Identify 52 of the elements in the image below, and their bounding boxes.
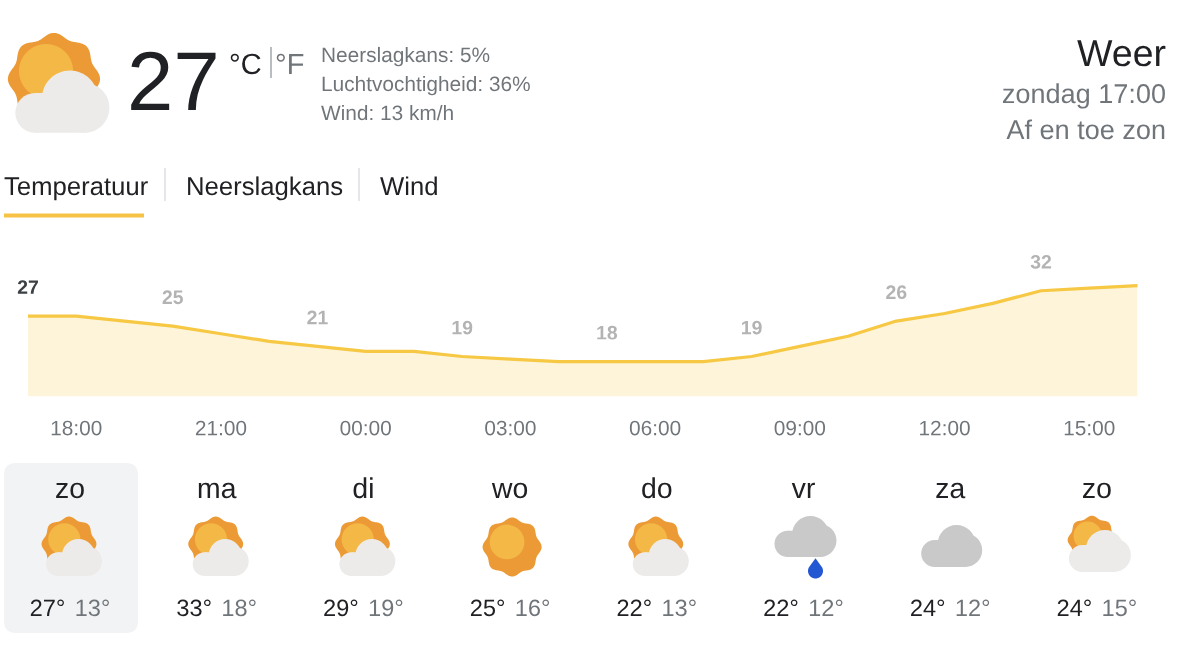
text: Neerslagkans xyxy=(188,176,343,201)
data-label: 19 xyxy=(742,320,762,335)
x-tick-label: 15:00 xyxy=(1064,420,1115,436)
data-label: 21 xyxy=(307,310,328,325)
text: °C xyxy=(230,53,261,75)
x-tick-label: 21:00 xyxy=(195,420,247,436)
data-label: 32 xyxy=(1030,254,1052,269)
data-label: 27 xyxy=(17,280,38,294)
category-label: zo xyxy=(56,482,84,499)
x-tick-label: 12:00 xyxy=(920,420,970,436)
text: 27° xyxy=(30,599,64,616)
text: 33° xyxy=(177,599,211,617)
x-tick-label: 03:00 xyxy=(485,420,536,436)
category-label: zo xyxy=(1083,482,1111,499)
text: Weer xyxy=(1077,40,1166,67)
text: 29° xyxy=(324,599,358,617)
data-label: 18 xyxy=(597,325,618,340)
text: 18° xyxy=(223,599,256,617)
x-tick-label: 00:00 xyxy=(340,420,391,436)
text: 24° xyxy=(911,599,945,616)
text: 16° xyxy=(516,599,550,617)
category-label: do xyxy=(642,477,672,499)
text: Wind: 13 km/h xyxy=(321,104,453,121)
category-label: di xyxy=(353,477,373,499)
category-label: wo xyxy=(491,482,528,499)
x-tick-label: 18:00 xyxy=(51,420,102,436)
text: 27 xyxy=(131,51,216,110)
text: 15° xyxy=(1103,599,1136,617)
text: 13° xyxy=(76,599,109,617)
text: 19° xyxy=(369,599,403,617)
text: Luchtvochtigheid: 36% xyxy=(322,75,530,96)
text: 22° xyxy=(617,599,651,616)
text: 12° xyxy=(809,599,843,616)
data-label: 26 xyxy=(886,285,907,300)
text: °F xyxy=(276,53,304,74)
text: Temperatuur xyxy=(4,177,148,201)
text: 25° xyxy=(470,599,505,617)
text: Wind xyxy=(380,176,437,196)
text: Neerslagkans: 5% xyxy=(322,46,490,67)
data-label: 19 xyxy=(452,320,473,335)
text: 12° xyxy=(956,599,990,616)
text: 24° xyxy=(1057,599,1091,616)
x-tick-label: 09:00 xyxy=(774,420,826,436)
text: 22° xyxy=(764,599,798,616)
category-label: ma xyxy=(198,482,237,499)
text: 13° xyxy=(663,599,696,617)
text: Af en toe zon xyxy=(1006,119,1165,140)
x-tick-label: 06:00 xyxy=(629,420,681,436)
category-label: za xyxy=(936,482,966,499)
category-label: vr xyxy=(791,482,815,498)
data-label: 25 xyxy=(162,290,183,305)
text: zondag 17:00 xyxy=(1002,83,1165,109)
